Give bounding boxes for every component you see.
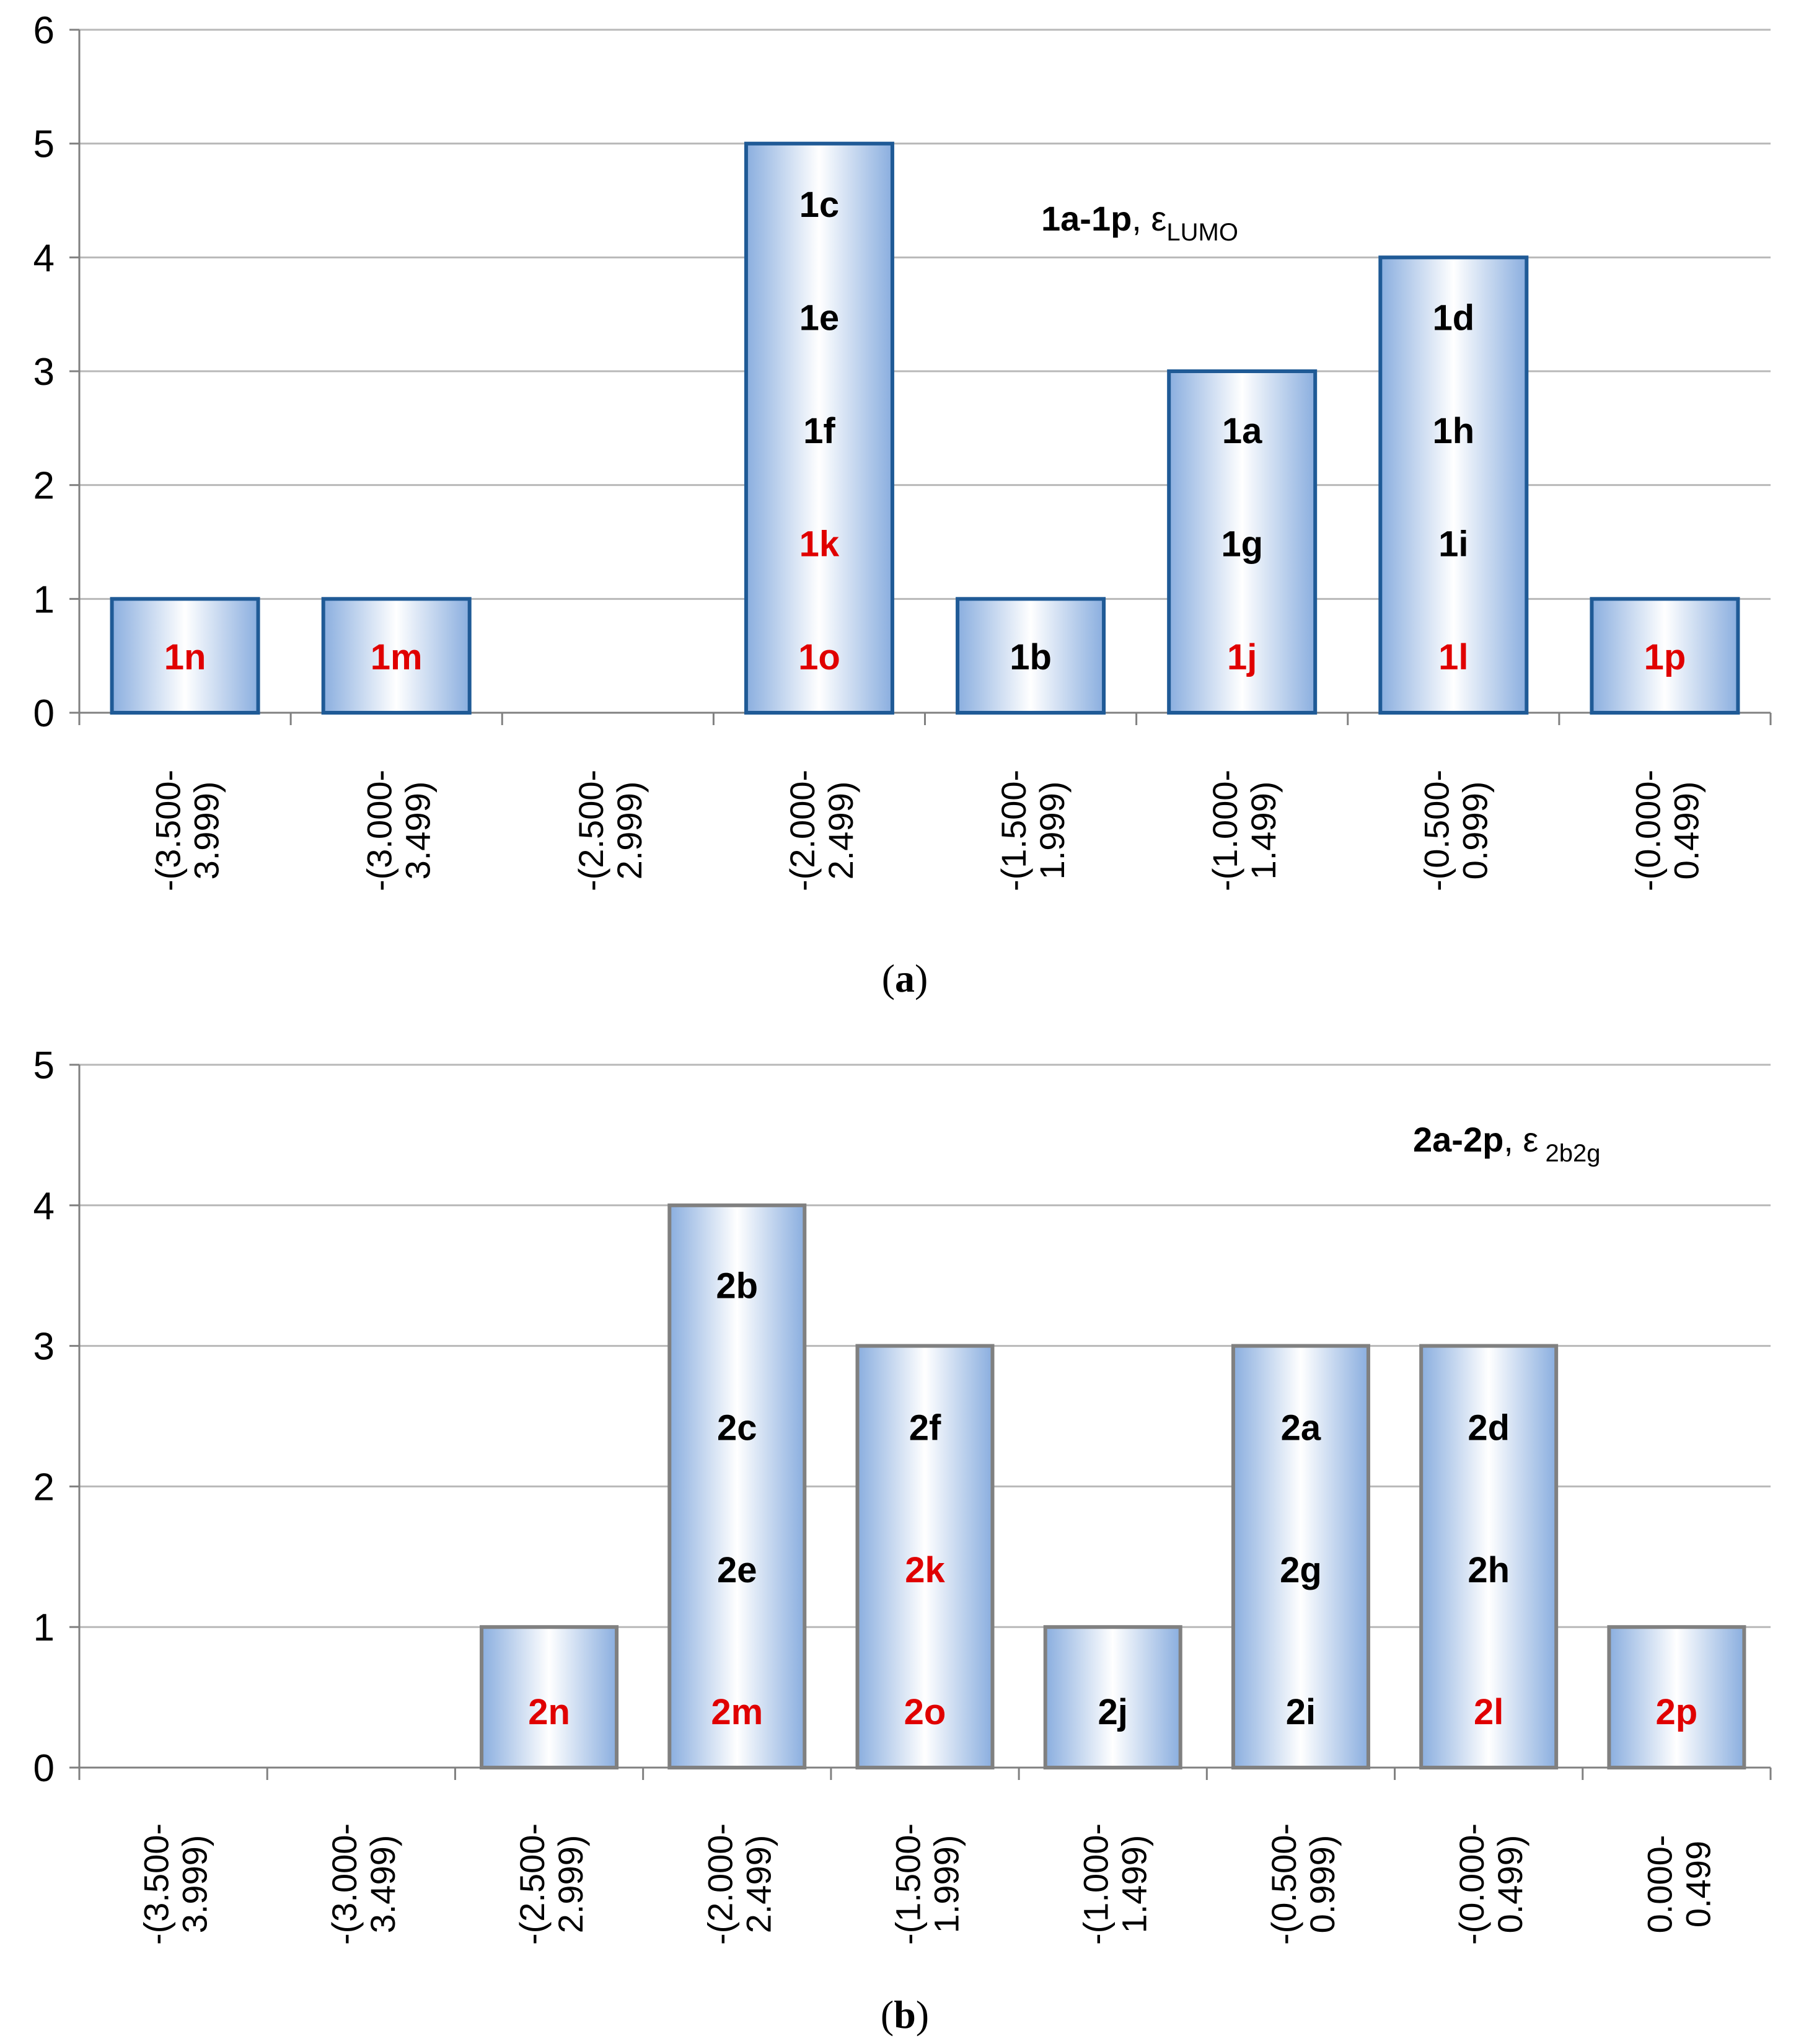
bar bbox=[1419, 1344, 1559, 1770]
bar bbox=[1607, 1625, 1746, 1769]
x-tick-label: -(3.000-3.499) bbox=[360, 770, 438, 891]
y-tick-label: 5 bbox=[33, 123, 55, 166]
y-tick-label: 1 bbox=[33, 1606, 55, 1649]
bar-label: 1k bbox=[799, 524, 840, 565]
y-tick-label: 0 bbox=[33, 692, 55, 735]
chart-panel-a: 0 1 2 3 4 5 6 1n 1m 1c 1e 1f 1k 1o 1b 1a 1g 1j 1d 1h 1i 1l 1p -… bbox=[33, 9, 1772, 1000]
bar-label: 1i bbox=[1438, 524, 1468, 565]
bar-label: 2o bbox=[904, 1692, 946, 1732]
x-tick-label: -(3.500-3.999) bbox=[149, 770, 226, 891]
bar-label: 1f bbox=[803, 411, 835, 451]
panel-caption: (b) bbox=[881, 1993, 929, 2037]
bar-label: 2l bbox=[1474, 1692, 1503, 1732]
y-tick-label: 0 bbox=[33, 1747, 55, 1790]
bar-label: 1o bbox=[798, 637, 840, 677]
x-tick-label: -(0.500-0.999) bbox=[1264, 1823, 1342, 1945]
bar-label: 1b bbox=[1010, 637, 1052, 677]
bar-label: 2b bbox=[716, 1266, 758, 1306]
panel-caption: (a) bbox=[882, 956, 928, 1000]
bar-label: 2m bbox=[711, 1692, 763, 1732]
bar-label: 1e bbox=[799, 298, 840, 338]
bar-label: 2p bbox=[1656, 1692, 1698, 1732]
y-tick-label: 1 bbox=[33, 578, 55, 621]
bar-label: 1p bbox=[1644, 637, 1686, 677]
bar bbox=[956, 597, 1106, 715]
x-tick-label: -(3.000-3.499) bbox=[325, 1823, 402, 1945]
bar bbox=[480, 1625, 619, 1769]
bar-label: 2i bbox=[1286, 1692, 1316, 1732]
x-tick-label: -(0.500-0.999) bbox=[1417, 770, 1494, 891]
bar bbox=[1043, 1625, 1182, 1769]
y-tick-label: 3 bbox=[33, 351, 55, 394]
chart-title: 2a-2p, ε 2b2g bbox=[1413, 1120, 1601, 1167]
bar-label: 2c bbox=[717, 1408, 757, 1448]
x-tick-label: -(1.500-1.999) bbox=[994, 770, 1072, 891]
chart-panel-b: 0 1 2 3 4 5 2n 2b 2c 2e 2m 2f 2k 2o 2j 2a 2g 2i 2d 2h 2l 2p -(… bbox=[33, 1044, 1772, 2037]
y-tick-label: 4 bbox=[33, 1185, 55, 1228]
bar bbox=[110, 597, 260, 715]
x-tick-label: -(2.000-2.499) bbox=[783, 770, 860, 891]
bar bbox=[1378, 255, 1529, 715]
bar-label: 2e bbox=[717, 1550, 757, 1590]
bar bbox=[744, 141, 894, 715]
bar-label: 2a bbox=[1281, 1408, 1321, 1448]
x-tick-label: -(1.500-1.999) bbox=[889, 1823, 966, 1945]
bar-label: 1j bbox=[1227, 637, 1257, 677]
bar bbox=[667, 1203, 807, 1770]
bar bbox=[321, 597, 472, 715]
x-tick-label: -(1.000-1.499) bbox=[1205, 770, 1283, 891]
bar-label: 2j bbox=[1098, 1692, 1128, 1732]
bar bbox=[1167, 369, 1318, 715]
x-tick-label: -(2.500-2.999) bbox=[513, 1823, 590, 1945]
bar bbox=[1590, 597, 1740, 715]
bar-label: 2f bbox=[909, 1408, 941, 1448]
bar-label: 1d bbox=[1432, 298, 1474, 338]
chart-title: 1a-1p, εLUMO bbox=[1041, 199, 1238, 246]
bar-label: 1h bbox=[1432, 411, 1474, 451]
bar-label: 2d bbox=[1468, 1408, 1510, 1448]
bar-label: 2h bbox=[1468, 1550, 1510, 1590]
bar-label: 1m bbox=[371, 637, 423, 677]
y-tick-label: 3 bbox=[33, 1326, 55, 1368]
x-tick-label: -(2.500-2.999) bbox=[571, 770, 649, 891]
x-tick-label: -(3.500-3.999) bbox=[137, 1823, 214, 1945]
y-tick-label: 2 bbox=[33, 1466, 55, 1509]
bar-label: 2n bbox=[528, 1692, 570, 1732]
bar-label: 1a bbox=[1222, 411, 1262, 451]
x-tick-label: 0.000-0.499 bbox=[1640, 1835, 1717, 1934]
bar-label: 2k bbox=[905, 1550, 945, 1590]
bar-label: 1l bbox=[1438, 637, 1468, 677]
y-tick-label: 6 bbox=[33, 9, 55, 52]
bar bbox=[855, 1344, 995, 1770]
x-tick-label: -(0.000-0.499) bbox=[1452, 1823, 1530, 1945]
y-tick-label: 4 bbox=[33, 237, 55, 280]
bar-label: 1c bbox=[799, 185, 840, 225]
x-tick-label: -(0.000-0.499) bbox=[1628, 770, 1706, 891]
bar-label: 1n bbox=[164, 637, 206, 677]
bar bbox=[1231, 1344, 1370, 1770]
bar-label: 1g bbox=[1221, 524, 1263, 565]
x-tick-label: -(2.000-2.499) bbox=[700, 1823, 778, 1945]
y-tick-label: 5 bbox=[33, 1044, 55, 1087]
x-tick-label: -(1.000-1.499) bbox=[1076, 1823, 1154, 1945]
y-tick-label: 2 bbox=[33, 465, 55, 508]
bar-label: 2g bbox=[1280, 1550, 1322, 1590]
